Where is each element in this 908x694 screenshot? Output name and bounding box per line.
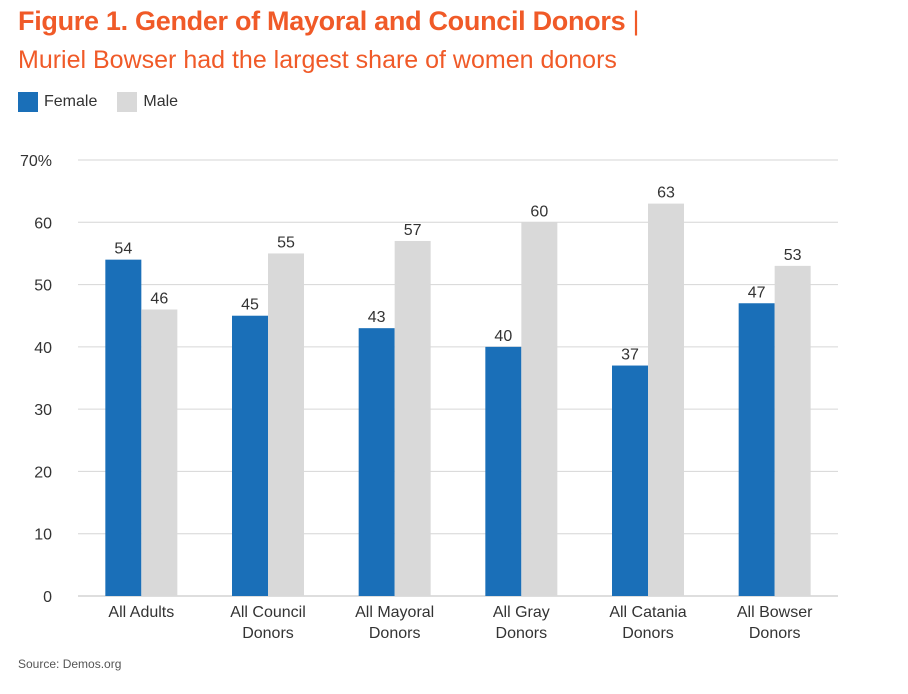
y-tick-label: 10 bbox=[34, 527, 52, 544]
legend-swatch-male bbox=[117, 92, 138, 112]
bar-male bbox=[521, 222, 558, 597]
legend-swatch-female bbox=[18, 92, 38, 112]
bar-male bbox=[141, 309, 178, 596]
data-label-male: 55 bbox=[277, 234, 295, 251]
x-tick-label: All Adults bbox=[108, 604, 174, 621]
x-tick-label: Donors bbox=[369, 625, 421, 642]
data-label-female: 45 bbox=[241, 297, 259, 314]
x-tick-label: All Gray bbox=[493, 604, 550, 621]
bar-female bbox=[232, 315, 268, 596]
x-tick-label: All Council bbox=[230, 604, 306, 621]
bar-male bbox=[394, 240, 431, 596]
data-label-male: 46 bbox=[150, 290, 168, 307]
x-tick-label: All Bowser bbox=[737, 604, 813, 621]
chart-title: Figure 1. Gender of Mayoral and Council … bbox=[18, 6, 639, 37]
data-label-female: 47 bbox=[748, 284, 766, 301]
bar-male bbox=[774, 265, 811, 596]
y-tick-label: 20 bbox=[34, 464, 52, 481]
y-tick-label: 70% bbox=[20, 153, 52, 170]
x-tick-label: Donors bbox=[622, 625, 674, 642]
data-label-male: 63 bbox=[657, 185, 675, 202]
data-label-female: 40 bbox=[494, 328, 512, 345]
y-tick-label: 40 bbox=[34, 340, 52, 357]
legend-label-female: Female bbox=[44, 93, 98, 110]
x-tick-label: Donors bbox=[749, 625, 801, 642]
bar-male bbox=[268, 253, 304, 596]
y-tick-label: 50 bbox=[34, 278, 52, 295]
legend-label-male: Male bbox=[143, 93, 179, 110]
data-label-male: 53 bbox=[784, 247, 802, 264]
legend: Female Male bbox=[18, 92, 198, 112]
x-tick-label: All Catania bbox=[609, 604, 686, 621]
title-separator: | bbox=[632, 6, 640, 36]
legend-item-female: Female bbox=[18, 92, 97, 112]
bar-female bbox=[612, 365, 648, 596]
x-tick-label: Donors bbox=[242, 625, 294, 642]
source-note: Source: Demos.org bbox=[18, 657, 122, 671]
bar-female bbox=[105, 259, 142, 596]
data-label-female: 37 bbox=[621, 347, 639, 364]
data-label-male: 60 bbox=[530, 203, 548, 220]
bar-female bbox=[738, 303, 775, 596]
bar-male bbox=[648, 203, 684, 596]
y-tick-label: 60 bbox=[34, 215, 52, 232]
bar-female bbox=[485, 346, 522, 596]
y-tick-label: 30 bbox=[34, 402, 52, 419]
data-label-female: 43 bbox=[368, 309, 386, 326]
data-label-female: 54 bbox=[114, 241, 132, 258]
x-tick-label: All Mayoral bbox=[355, 604, 434, 621]
data-label-male: 57 bbox=[404, 222, 422, 239]
y-tick-label: 0 bbox=[43, 589, 52, 606]
x-tick-label: Donors bbox=[496, 625, 548, 642]
bar-female bbox=[358, 328, 395, 596]
chart-title-text: Figure 1. Gender of Mayoral and Council … bbox=[18, 6, 626, 36]
legend-item-male: Male bbox=[117, 92, 178, 112]
chart-subtitle: Muriel Bowser had the largest share of w… bbox=[18, 46, 617, 74]
